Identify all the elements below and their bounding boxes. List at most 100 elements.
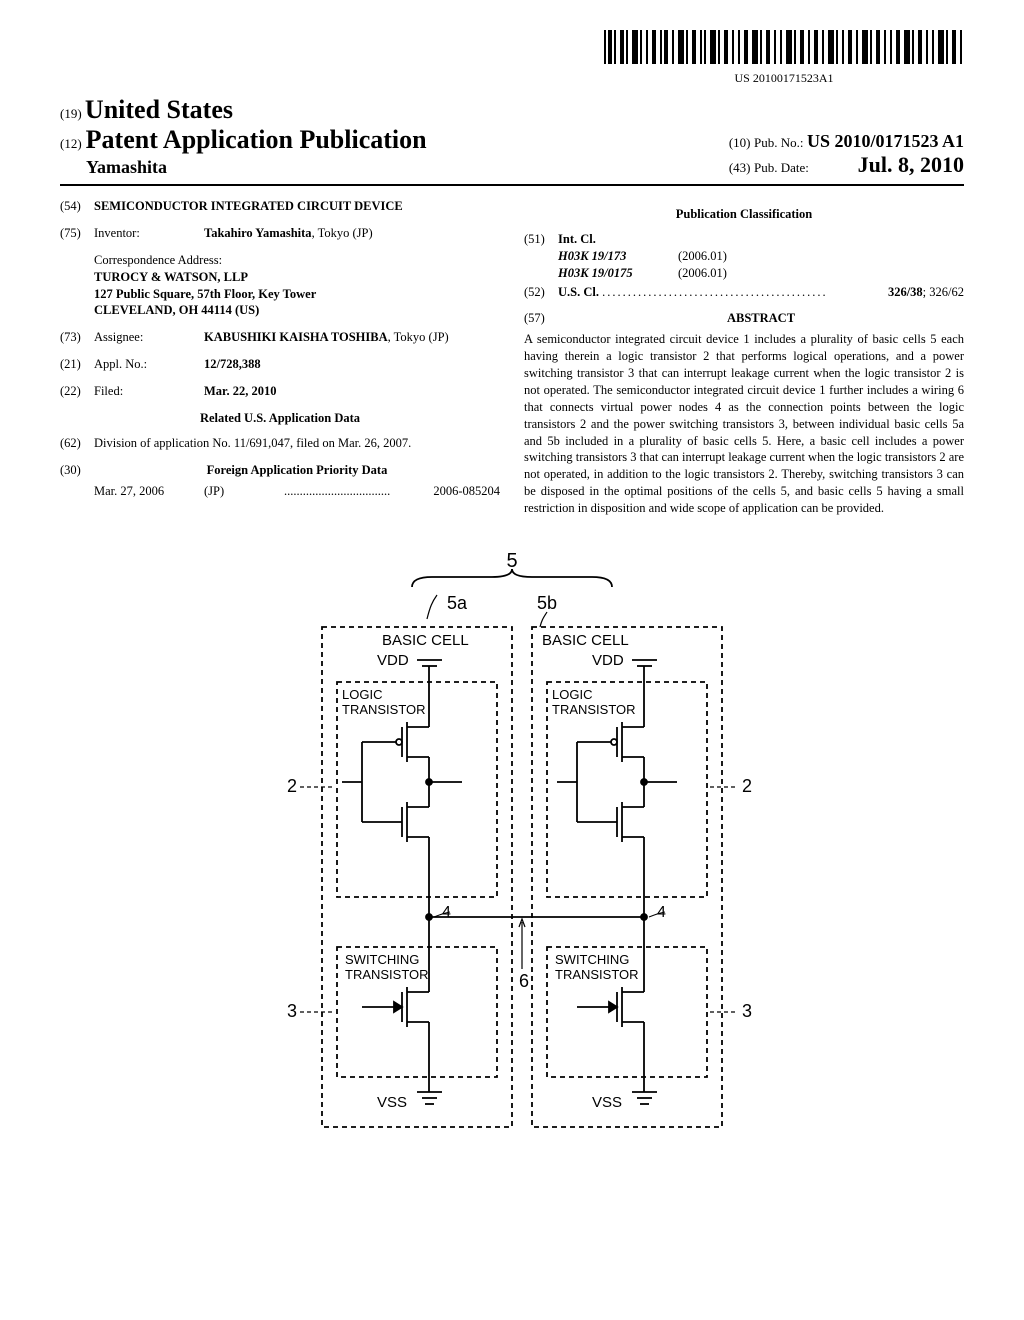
- barcode-block: US 20100171523A1: [60, 30, 964, 87]
- left-column: (54) SEMICONDUCTOR INTEGRATED CIRCUIT DE…: [60, 198, 500, 517]
- priority-dots: ..................................: [284, 483, 433, 500]
- corr-label: Correspondence Address:: [94, 252, 500, 269]
- intcl-class-0: H03K 19/173: [558, 248, 678, 265]
- fig-ref-3-right: 3: [742, 1001, 752, 1021]
- foreign-title: Foreign Application Priority Data: [94, 462, 500, 479]
- field-inventor: (75) Inventor: Takahiro Yamashita, Tokyo…: [60, 225, 500, 242]
- inventor-label: Inventor:: [94, 225, 204, 242]
- filed-code: (22): [60, 383, 94, 400]
- abstract-text: A semiconductor integrated circuit devic…: [524, 331, 964, 517]
- pubdate-value: Jul. 8, 2010: [858, 152, 964, 178]
- header-right: (10) Pub. No.: US 2010/0171523 A1 (43) P…: [729, 131, 964, 178]
- abstract-code: (57): [524, 310, 558, 327]
- priority-row: Mar. 27, 2006 (JP) .....................…: [60, 483, 500, 500]
- country-name: United States: [85, 95, 233, 124]
- foreign-title-row: (30) Foreign Application Priority Data: [60, 462, 500, 479]
- division-code: (62): [60, 435, 94, 452]
- fig-right-basiccell: BASIC CELL: [542, 632, 629, 649]
- uscl-dots: ........................................…: [602, 284, 885, 301]
- applno-label: Appl. No.:: [94, 356, 204, 373]
- barcode-svg: [604, 30, 964, 64]
- fig-left-sw-l1: SWITCHING: [345, 952, 419, 967]
- fig-right-vss: VSS: [592, 1094, 622, 1111]
- intcl-row-1: H03K 19/0175 (2006.01): [558, 265, 964, 282]
- fig-left-vdd: VDD: [377, 652, 409, 669]
- corr-line1: TUROCY & WATSON, LLP: [94, 269, 500, 286]
- fig-left-sw-l2: TRANSISTOR: [345, 967, 429, 982]
- field-applno: (21) Appl. No.: 12/728,388: [60, 356, 500, 373]
- applno-value: 12/728,388: [204, 356, 500, 373]
- fig-left-basiccell: BASIC CELL: [382, 632, 469, 649]
- assignee-label: Assignee:: [94, 329, 204, 346]
- pubno-value: US 2010/0171523 A1: [807, 131, 964, 151]
- field-filed: (22) Filed: Mar. 22, 2010: [60, 383, 500, 400]
- intcl-year-1: (2006.01): [678, 265, 727, 282]
- title-code: (54): [60, 198, 94, 215]
- fig-ref-2-right: 2: [742, 776, 752, 796]
- related-title: Related U.S. Application Data: [60, 410, 500, 427]
- intcl-class-1: H03K 19/0175: [558, 265, 678, 282]
- field-assignee: (73) Assignee: KABUSHIKI KAISHA TOSHIBA,…: [60, 329, 500, 346]
- assignee-loc: , Tokyo (JP): [388, 330, 449, 344]
- intcl-year-0: (2006.01): [678, 248, 727, 265]
- priority-date: Mar. 27, 2006: [94, 483, 204, 500]
- country-code: (19): [60, 106, 82, 121]
- fig-right-sw-l2: TRANSISTOR: [555, 967, 639, 982]
- corr-line2: 127 Public Square, 57th Floor, Key Tower: [94, 286, 500, 303]
- divider: [60, 184, 964, 186]
- fig-ref-5a: 5a: [447, 593, 468, 613]
- inventor-code: (75): [60, 225, 94, 242]
- priority-country: (JP): [204, 483, 284, 500]
- intcl-label: Int. Cl.: [558, 231, 964, 248]
- pubtype: Patent Application Publication: [86, 125, 427, 155]
- field-division: (62) Division of application No. 11/691,…: [60, 435, 500, 452]
- pubno-code: (10): [729, 135, 751, 150]
- correspondence: Correspondence Address: TUROCY & WATSON,…: [94, 252, 500, 320]
- fig-right-logic-l2: TRANSISTOR: [552, 702, 636, 717]
- field-title: (54) SEMICONDUCTOR INTEGRATED CIRCUIT DE…: [60, 198, 500, 215]
- body: (54) SEMICONDUCTOR INTEGRATED CIRCUIT DE…: [60, 198, 964, 517]
- fig-right-logic-l1: LOGIC: [552, 687, 592, 702]
- right-column: Publication Classification (51) Int. Cl.…: [524, 198, 964, 517]
- abstract-header: (57) ABSTRACT: [524, 310, 964, 327]
- barcode: US 20100171523A1: [604, 30, 964, 86]
- applno-code: (21): [60, 356, 94, 373]
- pubclass-title: Publication Classification: [524, 206, 964, 223]
- fig-ref-5b: 5b: [537, 593, 557, 613]
- figure: 5 5a 5b BASIC CELL VDD LOGIC TRANSISTOR: [60, 547, 964, 1137]
- fig-left-vss: VSS: [377, 1094, 407, 1111]
- fig-ref-2-left: 2: [287, 776, 297, 796]
- foreign-code: (30): [60, 462, 94, 479]
- fig-ref-3-left: 3: [287, 1001, 297, 1021]
- priority-number: 2006-085204: [433, 483, 500, 500]
- fig-right-sw-l1: SWITCHING: [555, 952, 629, 967]
- fig-left-logic-l2: TRANSISTOR: [342, 702, 426, 717]
- assignee-code: (73): [60, 329, 94, 346]
- inventor-name: Takahiro Yamashita: [204, 226, 312, 240]
- intcl-code: (51): [524, 231, 558, 282]
- uscl-label: U.S. Cl.: [558, 284, 599, 301]
- field-intcl: (51) Int. Cl. H03K 19/173 (2006.01) H03K…: [524, 231, 964, 282]
- inventor-surname: Yamashita: [86, 157, 427, 178]
- fig-right-vdd: VDD: [592, 652, 624, 669]
- division-text: Division of application No. 11/691,047, …: [94, 435, 500, 452]
- intcl-row-0: H03K 19/173 (2006.01): [558, 248, 964, 265]
- uscl-value-rest: ; 326/62: [923, 284, 964, 301]
- field-uscl: (52) U.S. Cl. ..........................…: [524, 284, 964, 301]
- uscl-value-bold: 326/38: [888, 284, 923, 301]
- filed-value: Mar. 22, 2010: [204, 383, 500, 400]
- corr-line3: CLEVELAND, OH 44114 (US): [94, 302, 500, 319]
- circuit-diagram: 5 5a 5b BASIC CELL VDD LOGIC TRANSISTOR: [232, 547, 792, 1137]
- fig-ref-6: 6: [519, 971, 529, 991]
- pubtype-code: (12): [60, 136, 82, 152]
- pubdate-code: (43): [729, 160, 751, 175]
- pubdate-label: Pub. Date:: [754, 160, 809, 175]
- assignee-name: KABUSHIKI KAISHA TOSHIBA: [204, 330, 388, 344]
- uscl-code: (52): [524, 284, 558, 301]
- pubno-label: Pub. No.:: [754, 135, 803, 150]
- filed-label: Filed:: [94, 383, 204, 400]
- fig-ref-5: 5: [506, 550, 517, 572]
- barcode-text: US 20100171523A1: [604, 71, 964, 86]
- header: (19) United States (12) Patent Applicati…: [60, 95, 964, 178]
- inventor-loc: , Tokyo (JP): [312, 226, 373, 240]
